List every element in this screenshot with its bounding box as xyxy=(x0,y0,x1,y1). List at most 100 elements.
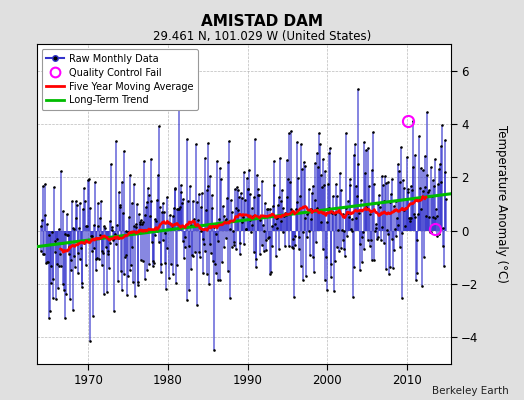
Point xyxy=(300,158,308,165)
Point xyxy=(312,150,321,156)
Point xyxy=(220,244,228,250)
Point xyxy=(235,251,244,257)
Point xyxy=(147,156,156,162)
Point xyxy=(114,278,123,284)
Point xyxy=(331,258,340,264)
Point xyxy=(287,206,295,212)
Point xyxy=(254,192,263,199)
Point xyxy=(113,222,121,228)
Point xyxy=(165,275,173,282)
Point xyxy=(185,182,194,189)
Point xyxy=(155,238,163,245)
Point xyxy=(385,271,393,277)
Point xyxy=(403,189,412,195)
Point xyxy=(39,251,48,257)
Point xyxy=(411,214,420,220)
Point xyxy=(244,186,252,192)
Point xyxy=(117,268,125,274)
Point xyxy=(148,238,156,245)
Point xyxy=(214,238,223,244)
Point xyxy=(237,195,246,201)
Point xyxy=(237,190,245,196)
Point xyxy=(102,244,111,250)
Point xyxy=(137,217,145,223)
Point xyxy=(153,228,161,234)
Point xyxy=(80,184,88,191)
Point xyxy=(307,206,315,212)
Point xyxy=(208,205,216,211)
Point xyxy=(202,271,211,278)
Point xyxy=(96,231,105,238)
Point xyxy=(318,184,326,190)
Point xyxy=(73,270,82,276)
Point xyxy=(339,210,347,217)
Point xyxy=(83,223,91,229)
Point xyxy=(48,276,57,282)
Point xyxy=(66,296,74,302)
Point xyxy=(85,176,93,182)
Point xyxy=(340,246,348,253)
Point xyxy=(377,237,385,243)
Point xyxy=(188,252,196,258)
Point xyxy=(57,168,66,174)
Point xyxy=(332,181,340,188)
Point xyxy=(38,183,47,190)
Point xyxy=(100,223,108,230)
Point xyxy=(87,233,95,239)
Point xyxy=(405,214,413,221)
Point xyxy=(404,186,412,192)
Point xyxy=(177,182,185,188)
Point xyxy=(235,194,243,201)
Point xyxy=(157,261,165,268)
Point xyxy=(177,188,185,195)
Point xyxy=(147,197,155,204)
Point xyxy=(374,234,383,241)
Point xyxy=(267,269,275,276)
Point xyxy=(205,281,213,287)
Point xyxy=(367,256,376,263)
Point xyxy=(306,252,314,258)
Point xyxy=(205,241,214,247)
Point xyxy=(343,233,352,239)
Point xyxy=(399,177,407,183)
Point xyxy=(349,294,357,300)
Point xyxy=(271,220,279,227)
Point xyxy=(100,291,108,298)
Point xyxy=(64,232,72,239)
Point xyxy=(150,260,158,267)
Point xyxy=(406,217,414,224)
Point xyxy=(58,280,67,287)
Point xyxy=(398,230,407,236)
Point xyxy=(247,229,255,236)
Point xyxy=(238,219,246,226)
Point xyxy=(430,183,438,189)
Point xyxy=(212,231,220,238)
Point xyxy=(120,270,128,277)
Point xyxy=(339,237,347,244)
Point xyxy=(211,261,220,268)
Point xyxy=(399,207,408,214)
Point xyxy=(83,177,92,184)
Point xyxy=(233,184,241,190)
Point xyxy=(298,166,306,172)
Point xyxy=(70,253,79,260)
Point xyxy=(90,222,99,228)
Point xyxy=(407,214,416,221)
Point xyxy=(408,187,417,193)
Point xyxy=(249,194,258,200)
Point xyxy=(314,164,322,170)
Point xyxy=(105,265,113,272)
Point xyxy=(162,286,170,292)
Point xyxy=(406,215,414,222)
Point xyxy=(315,130,323,136)
Point xyxy=(352,214,360,221)
Point xyxy=(432,233,441,240)
Point xyxy=(424,189,432,196)
Point xyxy=(159,236,167,243)
Point xyxy=(107,161,115,167)
Point xyxy=(70,226,78,232)
Point xyxy=(43,259,51,266)
Point xyxy=(421,152,429,159)
Point xyxy=(78,280,86,286)
Point xyxy=(216,276,225,283)
